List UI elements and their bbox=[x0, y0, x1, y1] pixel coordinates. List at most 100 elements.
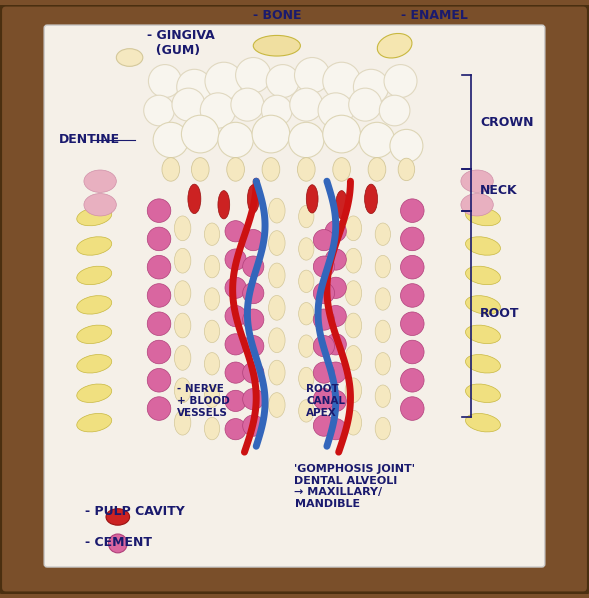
Circle shape bbox=[225, 221, 246, 242]
Ellipse shape bbox=[269, 360, 285, 385]
Circle shape bbox=[266, 65, 299, 97]
Ellipse shape bbox=[465, 208, 501, 226]
Circle shape bbox=[147, 283, 171, 307]
Ellipse shape bbox=[345, 248, 362, 273]
Circle shape bbox=[384, 65, 417, 97]
Circle shape bbox=[401, 312, 424, 335]
Ellipse shape bbox=[465, 355, 501, 373]
Circle shape bbox=[205, 62, 243, 100]
Ellipse shape bbox=[465, 237, 501, 255]
Text: - ENAMEL: - ENAMEL bbox=[401, 9, 468, 22]
Ellipse shape bbox=[368, 158, 386, 181]
Ellipse shape bbox=[345, 378, 362, 402]
Ellipse shape bbox=[106, 509, 130, 525]
Ellipse shape bbox=[345, 410, 362, 435]
Circle shape bbox=[225, 362, 246, 383]
Ellipse shape bbox=[77, 413, 112, 432]
Ellipse shape bbox=[77, 355, 112, 373]
FancyBboxPatch shape bbox=[0, 5, 589, 593]
Ellipse shape bbox=[345, 216, 362, 240]
Ellipse shape bbox=[299, 303, 314, 325]
Ellipse shape bbox=[375, 320, 391, 343]
Circle shape bbox=[144, 95, 174, 126]
Circle shape bbox=[401, 340, 424, 364]
Ellipse shape bbox=[345, 280, 362, 306]
Circle shape bbox=[243, 335, 264, 357]
Circle shape bbox=[147, 368, 171, 392]
Circle shape bbox=[323, 62, 360, 100]
Ellipse shape bbox=[269, 263, 285, 288]
Ellipse shape bbox=[299, 270, 314, 292]
Ellipse shape bbox=[174, 280, 191, 306]
Ellipse shape bbox=[174, 378, 191, 402]
Circle shape bbox=[379, 95, 410, 126]
Ellipse shape bbox=[269, 295, 285, 320]
Circle shape bbox=[325, 306, 346, 327]
Circle shape bbox=[225, 390, 246, 411]
Circle shape bbox=[325, 249, 346, 270]
Circle shape bbox=[289, 123, 324, 158]
Circle shape bbox=[243, 230, 264, 251]
Ellipse shape bbox=[116, 48, 143, 66]
Circle shape bbox=[243, 415, 264, 436]
Circle shape bbox=[262, 95, 292, 126]
Circle shape bbox=[323, 115, 360, 153]
Ellipse shape bbox=[204, 385, 220, 407]
Ellipse shape bbox=[378, 33, 412, 58]
Circle shape bbox=[148, 65, 181, 97]
Ellipse shape bbox=[188, 184, 201, 213]
Circle shape bbox=[325, 221, 346, 242]
Circle shape bbox=[401, 368, 424, 392]
Ellipse shape bbox=[299, 335, 314, 358]
Circle shape bbox=[318, 93, 353, 128]
Ellipse shape bbox=[465, 295, 501, 314]
Ellipse shape bbox=[77, 266, 112, 285]
Ellipse shape bbox=[77, 237, 112, 255]
Ellipse shape bbox=[461, 194, 494, 216]
Circle shape bbox=[172, 88, 205, 121]
Ellipse shape bbox=[253, 35, 300, 56]
Circle shape bbox=[401, 283, 424, 307]
Circle shape bbox=[225, 249, 246, 270]
Ellipse shape bbox=[375, 223, 391, 245]
Text: - GINGIVA
  (GUM): - GINGIVA (GUM) bbox=[147, 29, 215, 57]
FancyBboxPatch shape bbox=[44, 25, 545, 567]
Circle shape bbox=[147, 227, 171, 251]
Ellipse shape bbox=[465, 325, 501, 344]
Circle shape bbox=[401, 199, 424, 222]
Ellipse shape bbox=[465, 266, 501, 285]
Ellipse shape bbox=[375, 255, 391, 278]
Circle shape bbox=[181, 115, 219, 153]
Ellipse shape bbox=[465, 384, 501, 402]
Text: ROOT: ROOT bbox=[480, 307, 519, 320]
Circle shape bbox=[325, 419, 346, 440]
Circle shape bbox=[243, 309, 264, 330]
Text: - PULP CAVITY: - PULP CAVITY bbox=[85, 505, 185, 517]
Ellipse shape bbox=[465, 413, 501, 432]
Ellipse shape bbox=[345, 346, 362, 370]
Ellipse shape bbox=[375, 288, 391, 310]
Circle shape bbox=[236, 57, 271, 93]
Circle shape bbox=[147, 397, 171, 420]
Ellipse shape bbox=[345, 313, 362, 338]
Text: - BONE: - BONE bbox=[253, 9, 301, 22]
Ellipse shape bbox=[77, 325, 112, 344]
Circle shape bbox=[313, 389, 335, 410]
Text: - CEMENT: - CEMENT bbox=[85, 536, 153, 549]
Circle shape bbox=[243, 362, 264, 383]
Circle shape bbox=[325, 334, 346, 355]
Ellipse shape bbox=[306, 185, 318, 213]
Ellipse shape bbox=[174, 410, 191, 435]
Ellipse shape bbox=[77, 295, 112, 314]
Circle shape bbox=[401, 227, 424, 251]
Ellipse shape bbox=[204, 288, 220, 310]
Circle shape bbox=[313, 282, 335, 304]
Ellipse shape bbox=[204, 255, 220, 278]
Ellipse shape bbox=[336, 191, 348, 219]
Circle shape bbox=[325, 277, 346, 298]
Circle shape bbox=[218, 123, 253, 158]
Ellipse shape bbox=[247, 185, 259, 213]
Circle shape bbox=[243, 389, 264, 410]
Ellipse shape bbox=[227, 158, 244, 181]
Circle shape bbox=[200, 93, 236, 128]
